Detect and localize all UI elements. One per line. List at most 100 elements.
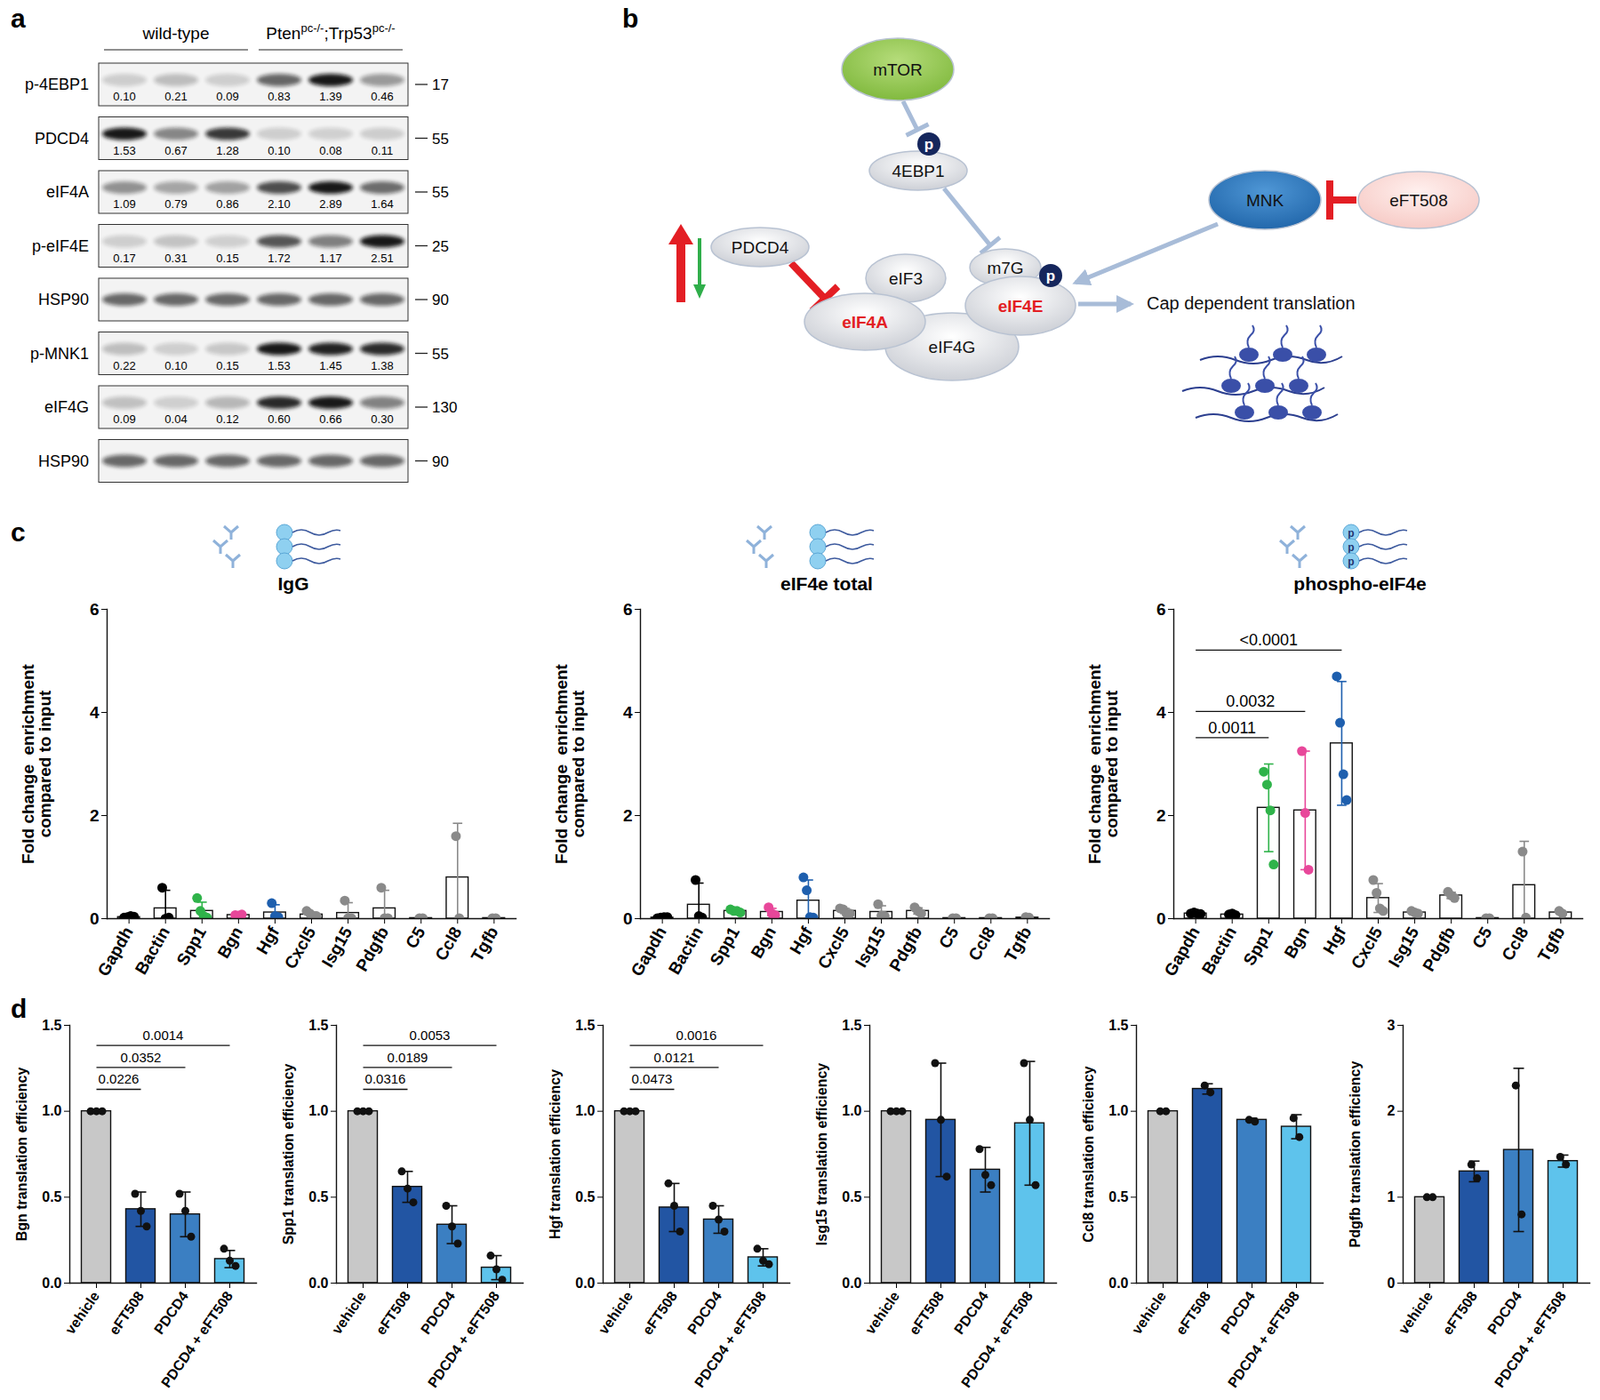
svg-text:0.0011: 0.0011 <box>1208 719 1256 737</box>
svg-text:eFT508: eFT508 <box>1173 1288 1215 1338</box>
svg-text:17: 17 <box>432 76 449 94</box>
svg-text:Cxcl5: Cxcl5 <box>280 923 320 973</box>
svg-text:<0.0001: <0.0001 <box>1239 631 1298 649</box>
svg-text:0.5: 0.5 <box>308 1189 328 1205</box>
svg-text:0.86: 0.86 <box>216 197 239 211</box>
svg-text:1.09: 1.09 <box>112 197 136 211</box>
svg-text:2.10: 2.10 <box>267 197 290 211</box>
svg-text:0.15: 0.15 <box>216 251 239 265</box>
svg-text:PDCD4: PDCD4 <box>151 1288 192 1337</box>
svg-text:0.15: 0.15 <box>216 359 239 373</box>
svg-text:1.17: 1.17 <box>319 251 342 265</box>
svg-text:eIF3: eIF3 <box>888 269 923 288</box>
svg-text:Gapdh: Gapdh <box>1160 923 1204 980</box>
svg-text:Pdgfb: Pdgfb <box>352 923 392 975</box>
svg-text:1.53: 1.53 <box>267 359 290 373</box>
svg-text:1.0: 1.0 <box>1108 1103 1128 1119</box>
svg-text:p: p <box>1347 527 1354 540</box>
svg-text:eFT508: eFT508 <box>1389 191 1448 210</box>
svg-text:Bgn: Bgn <box>746 923 780 961</box>
svg-text:Spp1: Spp1 <box>1240 923 1278 969</box>
svg-text:vehicle: vehicle <box>62 1288 103 1337</box>
svg-text:1.28: 1.28 <box>216 144 239 158</box>
svg-text:1.0: 1.0 <box>575 1103 595 1119</box>
svg-text:vehicle: vehicle <box>595 1288 636 1337</box>
svg-text:0.0: 0.0 <box>575 1275 595 1291</box>
svg-text:Hgf: Hgf <box>785 922 816 957</box>
svg-text:Ccl8 translation efficiency: Ccl8 translation efficiency <box>1080 1065 1096 1242</box>
svg-text:0.21: 0.21 <box>164 89 187 104</box>
svg-text:MNK: MNK <box>1246 191 1285 210</box>
svg-text:0: 0 <box>623 909 633 928</box>
svg-text:0.5: 0.5 <box>41 1189 62 1205</box>
svg-text:Tgfb: Tgfb <box>1534 923 1569 965</box>
svg-text:PDCD4 + eFT508: PDCD4 + eFT508 <box>958 1288 1036 1391</box>
svg-text:Bactin: Bactin <box>131 923 174 978</box>
svg-text:Hgf translation efficiency: Hgf translation efficiency <box>547 1069 563 1240</box>
svg-text:eFT508: eFT508 <box>106 1288 148 1338</box>
svg-text:Hgf: Hgf <box>252 922 283 957</box>
svg-text:eFT508: eFT508 <box>640 1288 681 1338</box>
svg-text:Bactin: Bactin <box>664 923 707 978</box>
svg-text:Cxcl5: Cxcl5 <box>1347 923 1387 973</box>
svg-text:PDCD4: PDCD4 <box>951 1288 992 1337</box>
svg-text:C5: C5 <box>935 923 963 952</box>
svg-text:Isg15: Isg15 <box>851 923 890 971</box>
svg-text:PDCD4: PDCD4 <box>684 1288 725 1337</box>
svg-text:PDCD4 + eFT508: PDCD4 + eFT508 <box>424 1288 503 1391</box>
svg-text:4: 4 <box>1156 703 1167 722</box>
svg-text:0.0: 0.0 <box>1108 1275 1128 1291</box>
svg-text:2.89: 2.89 <box>319 197 342 211</box>
svg-text:1.5: 1.5 <box>575 1017 595 1033</box>
svg-text:1: 1 <box>1387 1189 1396 1205</box>
svg-text:6: 6 <box>1156 600 1167 619</box>
svg-text:1.0: 1.0 <box>841 1103 862 1119</box>
svg-text:25: 25 <box>432 238 449 256</box>
svg-text:PDCD4: PDCD4 <box>34 129 89 148</box>
svg-text:PDCD4: PDCD4 <box>731 238 790 257</box>
svg-text:p: p <box>1347 555 1354 568</box>
svg-text:0.66: 0.66 <box>319 412 342 426</box>
svg-text:p: p <box>1046 267 1056 285</box>
svg-text:Cxcl5: Cxcl5 <box>814 923 854 973</box>
svg-text:0.0: 0.0 <box>308 1275 328 1291</box>
svg-text:1.5: 1.5 <box>308 1017 328 1033</box>
svg-text:vehicle: vehicle <box>328 1288 369 1337</box>
svg-text:0.79: 0.79 <box>164 197 187 211</box>
svg-text:2: 2 <box>89 806 100 825</box>
svg-text:1.39: 1.39 <box>319 89 342 104</box>
svg-text:0: 0 <box>1156 909 1167 928</box>
svg-text:HSP90: HSP90 <box>38 452 89 471</box>
svg-text:Isg15: Isg15 <box>318 923 357 971</box>
svg-text:p-eIF4E: p-eIF4E <box>32 237 89 256</box>
svg-text:0: 0 <box>89 909 100 928</box>
svg-text:0.0016: 0.0016 <box>676 1027 718 1043</box>
svg-text:0.83: 0.83 <box>267 89 290 104</box>
svg-text:Bgn: Bgn <box>1280 923 1313 961</box>
svg-text:Gapdh: Gapdh <box>627 923 671 980</box>
svg-text:eFT508: eFT508 <box>906 1288 948 1338</box>
svg-text:1.5: 1.5 <box>41 1017 62 1033</box>
svg-text:0.22: 0.22 <box>112 359 136 373</box>
svg-text:0.0: 0.0 <box>841 1275 862 1291</box>
svg-text:90: 90 <box>432 291 449 309</box>
svg-text:PDCD4 + eFT508: PDCD4 + eFT508 <box>1491 1288 1569 1391</box>
svg-text:0.5: 0.5 <box>575 1189 595 1205</box>
svg-text:eIF4A: eIF4A <box>46 183 89 201</box>
svg-text:0.11: 0.11 <box>371 144 393 158</box>
svg-text:Cap dependent translation: Cap dependent translation <box>1146 293 1356 313</box>
svg-text:eFT508: eFT508 <box>1440 1288 1481 1338</box>
svg-text:0.0014: 0.0014 <box>143 1027 184 1043</box>
svg-text:Isg15 translation efficiency: Isg15 translation efficiency <box>814 1063 830 1247</box>
svg-text:0.0053: 0.0053 <box>409 1027 451 1043</box>
svg-text:wild-type: wild-type <box>142 24 210 43</box>
svg-text:C5: C5 <box>401 923 430 952</box>
svg-text:1.5: 1.5 <box>841 1017 862 1033</box>
svg-text:0.31: 0.31 <box>164 251 187 265</box>
svg-text:Ccl8: Ccl8 <box>431 923 465 964</box>
svg-text:6: 6 <box>89 600 100 619</box>
svg-text:Tgfb: Tgfb <box>467 923 503 965</box>
svg-text:Gapdh: Gapdh <box>94 923 137 980</box>
svg-text:0.5: 0.5 <box>841 1189 862 1205</box>
svg-text:0.0473: 0.0473 <box>632 1071 673 1087</box>
